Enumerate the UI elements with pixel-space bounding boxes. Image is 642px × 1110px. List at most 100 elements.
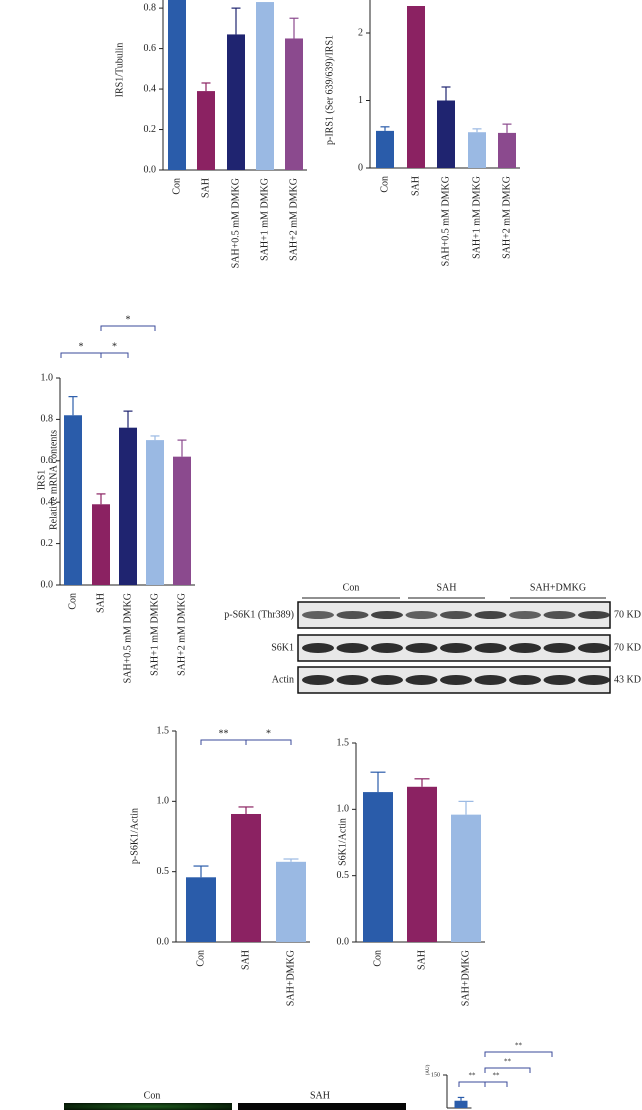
significance-label: *	[266, 728, 271, 739]
blot-band	[405, 643, 438, 653]
x-tick-label: SAH+2 mM DMKG	[288, 178, 299, 261]
x-tick-label: SAH+2 mM DMKG	[501, 176, 512, 259]
y-tick-label: 0.6	[41, 455, 54, 466]
significance-bracket	[100, 325, 156, 331]
y-tick-label: 0.0	[144, 164, 157, 175]
x-tick-label: SAH+1 mM DMKG	[259, 178, 270, 261]
blot-band	[371, 611, 403, 619]
error-bar	[289, 17, 299, 39]
bar	[64, 415, 82, 585]
blot-row-label: S6K1	[271, 642, 294, 653]
y-tick-label: 0.2	[41, 538, 54, 549]
error-bar	[457, 1096, 465, 1101]
bar	[363, 792, 393, 942]
x-tick-label: SAH	[410, 176, 421, 196]
y-tick-label: 0.6	[144, 43, 157, 54]
y-tick-label: 150	[431, 1072, 440, 1078]
error-bar	[123, 410, 133, 428]
y-tick-label: 1.5	[157, 725, 170, 736]
error-bar	[370, 771, 386, 793]
blot-band	[440, 643, 472, 653]
blot-band	[302, 675, 334, 685]
y-tick-label: 0.4	[41, 496, 54, 507]
significance-bracket	[100, 352, 129, 358]
blot-row-label: Actin	[272, 674, 294, 685]
x-tick-label: Con	[195, 950, 206, 967]
blot-group-label: Con	[343, 582, 360, 593]
y-axis-label: IRS1	[36, 470, 47, 491]
x-tick-label: SAH	[95, 593, 106, 613]
significance-bracket	[484, 1051, 553, 1057]
blot-band	[543, 611, 576, 619]
bar	[92, 504, 110, 585]
significance-label: **	[219, 728, 229, 739]
error-bar	[96, 493, 106, 505]
bar	[173, 456, 191, 585]
error-bar	[68, 396, 78, 416]
y-axis-label: p-S6K1/Actin	[129, 808, 140, 864]
bar	[186, 877, 216, 942]
blot-band	[336, 611, 369, 619]
blot-band	[371, 675, 403, 685]
blot-band	[474, 643, 507, 653]
blot-band	[509, 643, 541, 653]
error-bar	[458, 800, 474, 815]
y-tick-label: 0.8	[41, 414, 54, 425]
significance-label: **	[493, 1072, 501, 1080]
y-axis-label: IRS1/Tubulin	[114, 43, 125, 98]
bar	[285, 38, 303, 171]
y-tick-label: 1.0	[337, 804, 350, 815]
bar	[227, 34, 245, 171]
bar	[168, 0, 186, 170]
blot-band	[578, 675, 610, 685]
blot-band	[474, 611, 507, 619]
x-tick-label: SAH	[240, 950, 251, 970]
micrograph	[64, 1103, 232, 1110]
significance-label: *	[79, 341, 84, 352]
micrograph	[238, 1103, 406, 1110]
bar	[451, 814, 481, 942]
blot-size-label: 70 KD	[614, 609, 641, 620]
blot-band	[474, 675, 507, 685]
significance-bracket	[458, 1081, 486, 1087]
bar	[407, 786, 437, 942]
blot-size-label: 43 KD	[614, 674, 641, 685]
significance-bracket	[245, 739, 292, 745]
x-tick-label: SAH+0.5 mM DMKG	[440, 176, 451, 266]
y-axis-label: Relative mRNA contents	[48, 430, 59, 530]
bar	[276, 861, 306, 942]
y-tick-label: 0.2	[144, 124, 157, 135]
significance-label: **	[515, 1042, 523, 1050]
y-tick-label: 0.5	[157, 866, 170, 877]
significance-label: *	[126, 314, 131, 325]
x-tick-label: SAH	[416, 950, 427, 970]
y-tick-label: 0.0	[337, 936, 350, 947]
y-axis-label: p-IRS1 (Ser 639/639)/IRS1	[324, 35, 335, 145]
error-bar	[193, 865, 209, 878]
bar	[376, 130, 394, 168]
error-bar	[238, 806, 254, 814]
y-tick-label: 1.0	[41, 372, 54, 383]
x-tick-label: SAH+DMKG	[285, 950, 296, 1006]
y-tick-label: 2	[358, 27, 363, 38]
error-bar	[380, 126, 390, 131]
blot-group-label: SAH	[436, 582, 456, 593]
y-tick-label: 1.0	[157, 796, 170, 807]
y-tick-label: 0.0	[157, 936, 170, 947]
error-bar	[502, 123, 512, 133]
blot-band	[336, 643, 369, 653]
x-tick-label: Con	[67, 593, 78, 610]
y-tick-label: 0.0	[41, 579, 54, 590]
x-tick-label: SAH	[200, 178, 211, 198]
x-tick-label: SAH+2 mM DMKG	[176, 593, 187, 676]
significance-bracket	[60, 352, 102, 358]
blot-band	[509, 611, 541, 619]
blot-group-label: SAH+DMKG	[530, 582, 586, 593]
error-bar	[283, 858, 299, 862]
blot-band	[336, 675, 369, 685]
blot-band	[371, 643, 403, 653]
y-tick-label: 0.5	[337, 870, 350, 881]
x-tick-label: Con	[372, 950, 383, 967]
blot-band	[509, 675, 541, 685]
